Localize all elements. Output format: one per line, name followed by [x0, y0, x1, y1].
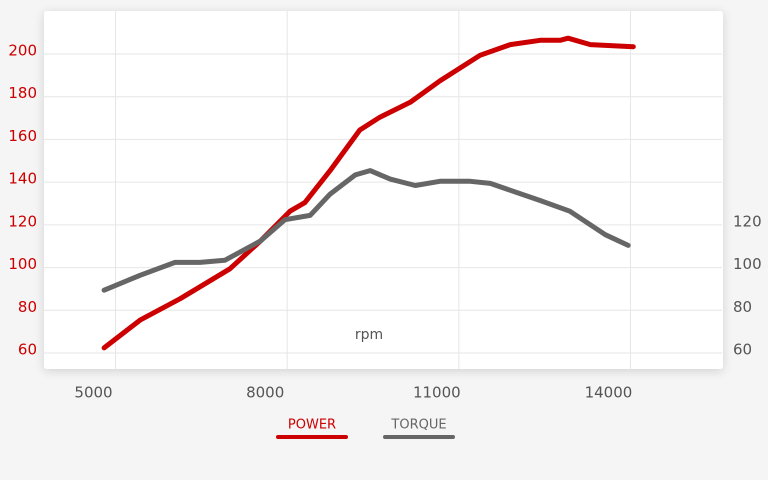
- y-tick-label: 140: [8, 170, 37, 188]
- y-tick-label: 120: [8, 212, 37, 230]
- y2-tick-label: 80: [733, 298, 752, 316]
- series-line: [101, 35, 636, 351]
- y-tick-label: 100: [8, 255, 37, 273]
- x-tick-label: 8000: [246, 384, 284, 402]
- x-tick-label: 11000: [413, 384, 461, 402]
- y2-tick-label: 60: [733, 341, 752, 359]
- legend-label: TORQUE: [390, 418, 446, 433]
- y-tick-label: 60: [18, 341, 37, 359]
- legend-label: POWER: [288, 418, 336, 433]
- x-tick-label: 14000: [585, 384, 633, 402]
- y-tick-label: 80: [18, 298, 37, 316]
- y-tick-label: 180: [8, 84, 37, 102]
- y2-tick-label: 100: [733, 255, 762, 273]
- y-tick-label: 200: [8, 42, 37, 60]
- x-tick-label: 5000: [74, 384, 112, 402]
- y-tick-label: 160: [8, 127, 37, 145]
- x-axis-label: rpm: [355, 327, 383, 343]
- series-line: [101, 168, 631, 293]
- y2-tick-label: 120: [733, 212, 762, 230]
